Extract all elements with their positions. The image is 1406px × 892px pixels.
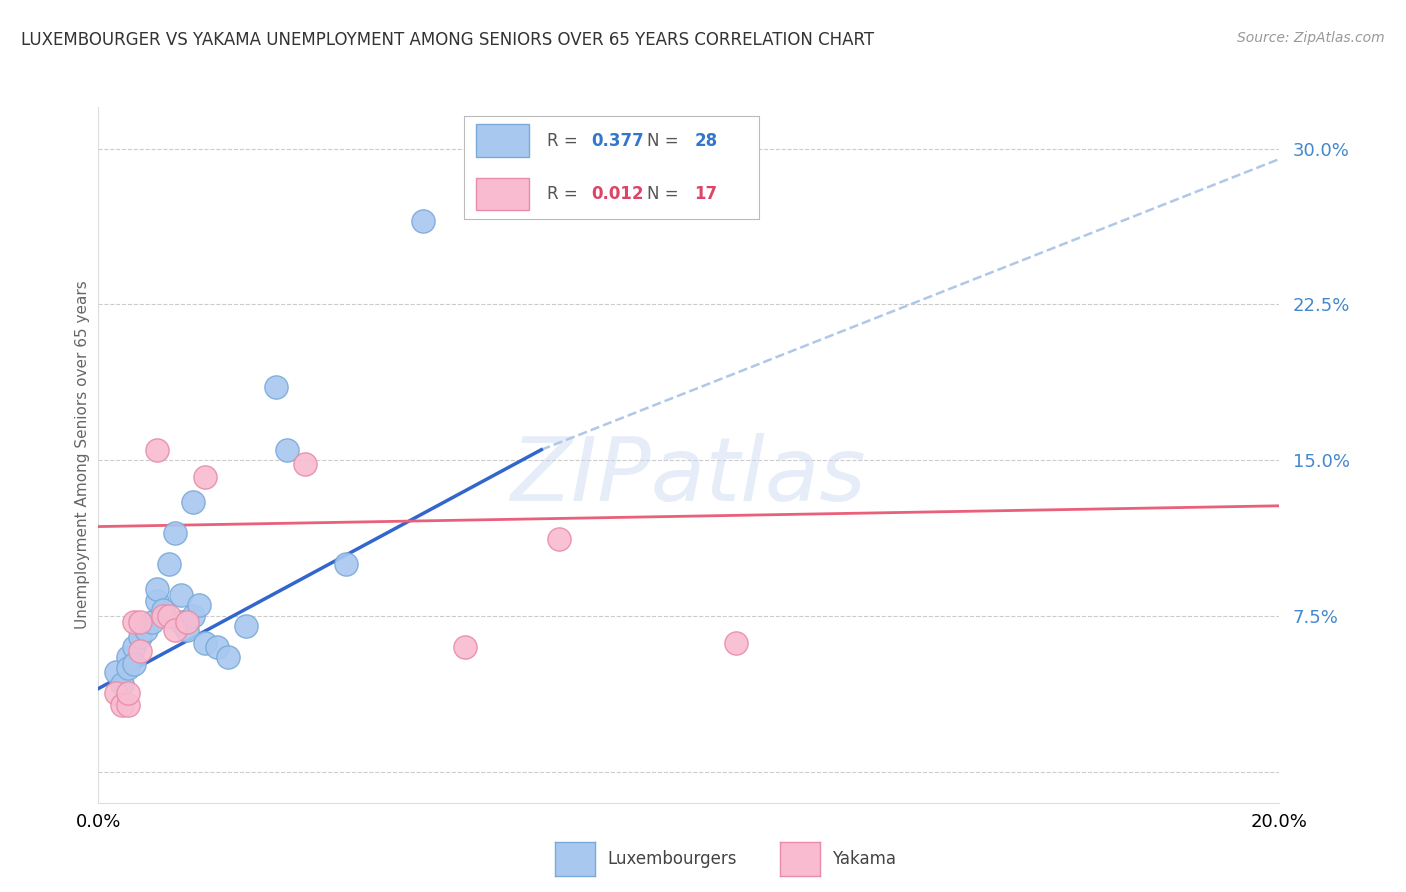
Text: N =: N = bbox=[647, 185, 683, 202]
Text: R =: R = bbox=[547, 185, 582, 202]
Point bbox=[122, 615, 145, 629]
Point bbox=[217, 650, 239, 665]
Text: Source: ZipAtlas.com: Source: ZipAtlas.com bbox=[1237, 31, 1385, 45]
Point bbox=[152, 602, 174, 616]
Point bbox=[111, 677, 134, 691]
Text: 0.012: 0.012 bbox=[591, 185, 644, 202]
Point bbox=[548, 532, 571, 546]
Point bbox=[181, 608, 204, 623]
Point bbox=[264, 380, 287, 394]
Point bbox=[157, 557, 180, 571]
Point bbox=[194, 636, 217, 650]
Text: LUXEMBOURGER VS YAKAMA UNEMPLOYMENT AMONG SENIORS OVER 65 YEARS CORRELATION CHAR: LUXEMBOURGER VS YAKAMA UNEMPLOYMENT AMON… bbox=[21, 31, 875, 49]
Point bbox=[235, 619, 257, 633]
Point bbox=[141, 615, 163, 629]
Point bbox=[205, 640, 228, 654]
Point bbox=[117, 686, 139, 700]
Y-axis label: Unemployment Among Seniors over 65 years: Unemployment Among Seniors over 65 years bbox=[75, 281, 90, 629]
Point bbox=[176, 615, 198, 629]
Bar bbox=[475, 124, 529, 157]
Point bbox=[122, 657, 145, 671]
Point bbox=[170, 615, 193, 629]
Point bbox=[165, 525, 187, 540]
Point bbox=[128, 644, 150, 658]
Point bbox=[135, 624, 157, 638]
Point bbox=[105, 686, 128, 700]
Text: 0.377: 0.377 bbox=[591, 132, 644, 150]
Point bbox=[146, 594, 169, 608]
Point bbox=[170, 588, 193, 602]
Point bbox=[294, 457, 316, 471]
Point bbox=[152, 608, 174, 623]
Point bbox=[146, 582, 169, 596]
Text: ZIPatlas: ZIPatlas bbox=[512, 433, 866, 519]
Point bbox=[276, 442, 298, 457]
Bar bbox=[475, 178, 529, 211]
Point bbox=[725, 636, 748, 650]
Point bbox=[194, 469, 217, 483]
Point bbox=[146, 442, 169, 457]
Text: 17: 17 bbox=[695, 185, 717, 202]
Point bbox=[187, 599, 209, 613]
Point bbox=[176, 624, 198, 638]
Text: 28: 28 bbox=[695, 132, 717, 150]
Text: N =: N = bbox=[647, 132, 683, 150]
Point bbox=[157, 608, 180, 623]
Point bbox=[117, 698, 139, 713]
Point bbox=[128, 630, 150, 644]
Point bbox=[335, 557, 357, 571]
Point bbox=[128, 615, 150, 629]
Point bbox=[412, 214, 434, 228]
Text: R =: R = bbox=[547, 132, 582, 150]
Point bbox=[165, 624, 187, 638]
Point bbox=[105, 665, 128, 679]
Point bbox=[117, 650, 139, 665]
Text: Yakama: Yakama bbox=[832, 850, 897, 868]
Point bbox=[181, 494, 204, 508]
Point bbox=[453, 640, 475, 654]
Point bbox=[122, 640, 145, 654]
Point bbox=[117, 661, 139, 675]
Point bbox=[111, 698, 134, 713]
Text: Luxembourgers: Luxembourgers bbox=[607, 850, 737, 868]
